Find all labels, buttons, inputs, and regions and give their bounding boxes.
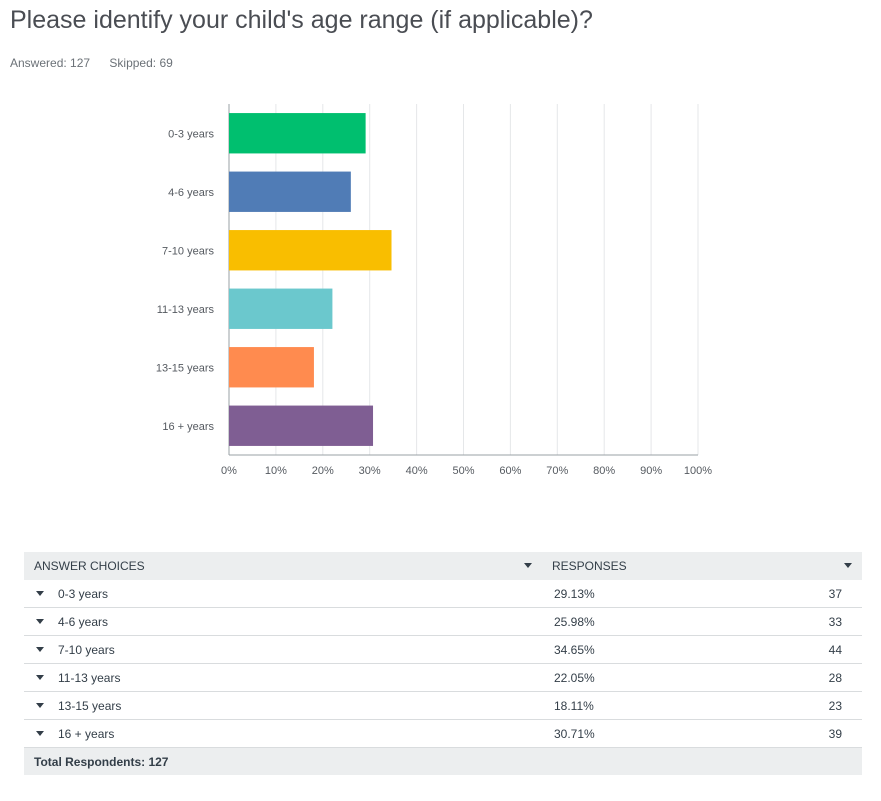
response-percent: 30.71% <box>542 719 722 748</box>
answered-count: Answered: 127 <box>10 56 91 70</box>
x-tick-label: 0% <box>221 465 237 477</box>
bar[interactable] <box>229 230 392 271</box>
answer-choice-cell[interactable]: 11-13 years <box>24 663 542 692</box>
answer-choice-label: 0-3 years <box>58 586 109 601</box>
category-label: 7-10 years <box>162 245 214 257</box>
category-label: 4-6 years <box>168 187 214 199</box>
answer-choice-cell[interactable]: 4-6 years <box>24 607 542 636</box>
bar[interactable] <box>229 113 366 154</box>
x-tick-label: 80% <box>593 465 615 477</box>
expand-caret-icon[interactable] <box>36 731 44 737</box>
x-tick-label: 60% <box>499 465 521 477</box>
answer-choice-label: 7-10 years <box>58 642 115 657</box>
response-count: 37 <box>722 580 862 608</box>
table-row: 11-13 years 22.05% 28 <box>24 663 862 692</box>
response-percent: 25.98% <box>542 607 722 636</box>
expand-caret-icon[interactable] <box>36 675 44 681</box>
answer-choice-label: 11-13 years <box>58 670 121 685</box>
category-label: 11-13 years <box>157 304 215 316</box>
category-label: 13-15 years <box>156 362 215 374</box>
response-summary: Answered: 127 Skipped: 69 <box>10 56 189 70</box>
total-respondents: Total Respondents: 127 <box>24 747 862 775</box>
table-row: 0-3 years 29.13% 37 <box>24 580 862 608</box>
x-tick-label: 40% <box>406 465 428 477</box>
answer-choice-label: 16 + years <box>58 726 115 741</box>
expand-caret-icon[interactable] <box>36 619 44 625</box>
response-percent: 34.65% <box>542 635 722 664</box>
answer-choice-cell[interactable]: 0-3 years <box>24 580 542 608</box>
answer-choice-cell[interactable]: 13-15 years <box>24 691 542 720</box>
sort-caret-icon[interactable] <box>844 563 852 568</box>
table-row: 16 + years 30.71% 39 <box>24 719 862 748</box>
x-tick-label: 50% <box>452 465 474 477</box>
sort-caret-icon[interactable] <box>524 563 532 568</box>
response-count: 39 <box>722 719 862 748</box>
table-row: 13-15 years 18.11% 23 <box>24 691 862 720</box>
x-tick-label: 10% <box>265 465 287 477</box>
answer-choice-cell[interactable]: 16 + years <box>24 719 542 748</box>
response-count: 23 <box>722 691 862 720</box>
category-label: 0-3 years <box>168 128 214 140</box>
bar[interactable] <box>229 288 333 329</box>
answer-choice-label: 13-15 years <box>58 698 122 713</box>
response-count: 28 <box>722 663 862 692</box>
responses-table: ANSWER CHOICES RESPONSES 0-3 years 29.13%… <box>24 552 862 775</box>
x-tick-label: 20% <box>312 465 334 477</box>
table-row: 7-10 years 34.65% 44 <box>24 635 862 664</box>
answer-choice-cell[interactable]: 7-10 years <box>24 635 542 664</box>
skipped-count: Skipped: 69 <box>109 56 173 70</box>
bar[interactable] <box>229 347 314 388</box>
responses-header[interactable]: RESPONSES <box>542 552 862 580</box>
response-percent: 18.11% <box>542 691 722 720</box>
table-row: 4-6 years 25.98% 33 <box>24 607 862 636</box>
category-label: 16 + years <box>162 421 214 433</box>
response-percent: 29.13% <box>542 580 722 608</box>
bar[interactable] <box>229 171 351 212</box>
response-percent: 22.05% <box>542 663 722 692</box>
response-count: 44 <box>722 635 862 664</box>
question-title: Please identify your child's age range (… <box>10 6 593 34</box>
answer-choices-header[interactable]: ANSWER CHOICES <box>24 552 542 580</box>
answer-choice-label: 4-6 years <box>58 614 109 629</box>
x-tick-label: 70% <box>546 465 568 477</box>
x-tick-label: 90% <box>640 465 662 477</box>
x-tick-label: 30% <box>359 465 381 477</box>
bar[interactable] <box>229 405 374 446</box>
expand-caret-icon[interactable] <box>36 591 44 597</box>
bar-chart: 0% 10% 20% 30% 40% 50% 60% 70% 80% 90% 100% 0-3 yea… <box>156 104 712 477</box>
response-count: 33 <box>722 607 862 636</box>
x-tick-label: 100% <box>684 465 712 477</box>
expand-caret-icon[interactable] <box>36 703 44 709</box>
expand-caret-icon[interactable] <box>36 647 44 653</box>
